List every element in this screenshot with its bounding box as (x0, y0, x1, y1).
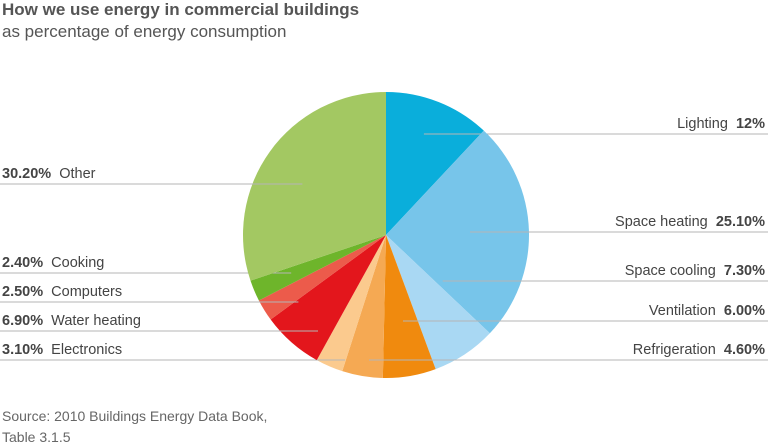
slice-name: Lighting (677, 116, 736, 132)
slice-label: Refrigeration 4.60% (633, 342, 765, 358)
pie-slice-space-cooling (386, 235, 490, 370)
slice-value: 2.40% (2, 255, 51, 271)
slice-value: 4.60% (724, 342, 765, 358)
slice-value: 6.90% (2, 313, 51, 329)
chart-title: How we use energy in commercial building… (2, 0, 360, 19)
slice-value: 30.20% (2, 166, 59, 182)
slice-name: Electronics (51, 342, 122, 358)
slice-name: Refrigeration (633, 342, 724, 358)
chart-subtitle: as percentage of energy consumption (2, 22, 287, 41)
slice-value: 3.10% (2, 342, 51, 358)
slice-value: 2.50% (2, 284, 51, 300)
pie-slice-computers (258, 235, 386, 320)
slice-name: Water heating (51, 313, 141, 329)
pie-slice-refrigeration (342, 235, 386, 378)
pie-slice-cooking (250, 235, 386, 301)
slice-name: Space cooling (625, 263, 724, 279)
slice-label: 30.20% Other (2, 166, 96, 182)
slice-label: Space cooling 7.30% (625, 263, 765, 279)
slice-label: 6.90% Water heating (2, 313, 141, 329)
slice-label: 2.50% Computers (2, 284, 122, 300)
slice-name: Other (59, 166, 95, 182)
slice-value: 6.00% (724, 303, 765, 319)
slice-name: Ventilation (649, 303, 724, 319)
slice-label: 2.40% Cooking (2, 255, 104, 271)
slice-name: Space heating (615, 214, 716, 230)
slice-label: Ventilation 6.00% (649, 303, 765, 319)
source-line-1: Source: 2010 Buildings Energy Data Book, (2, 408, 268, 424)
pie-slice-electronics (316, 235, 386, 372)
pie-slice-water-heating (270, 235, 386, 361)
slice-name: Computers (51, 284, 122, 300)
slice-value: 7.30% (724, 263, 765, 279)
pie-slice-other (243, 92, 386, 281)
pie-slice-ventilation (382, 235, 436, 379)
slice-value: 12% (736, 116, 765, 132)
pie-slice-space-heating (386, 130, 529, 334)
source-line-2: Table 3.1.5 (2, 429, 71, 445)
source-note: Source: 2010 Buildings Energy Data Book,… (2, 406, 267, 448)
slice-value: 25.10% (716, 214, 765, 230)
pie-slice-lighting (386, 91, 484, 235)
slice-label: Lighting 12% (677, 116, 765, 132)
slice-label: Space heating 25.10% (615, 214, 765, 230)
slice-label: 3.10% Electronics (2, 342, 122, 358)
slice-name: Cooking (51, 255, 104, 271)
